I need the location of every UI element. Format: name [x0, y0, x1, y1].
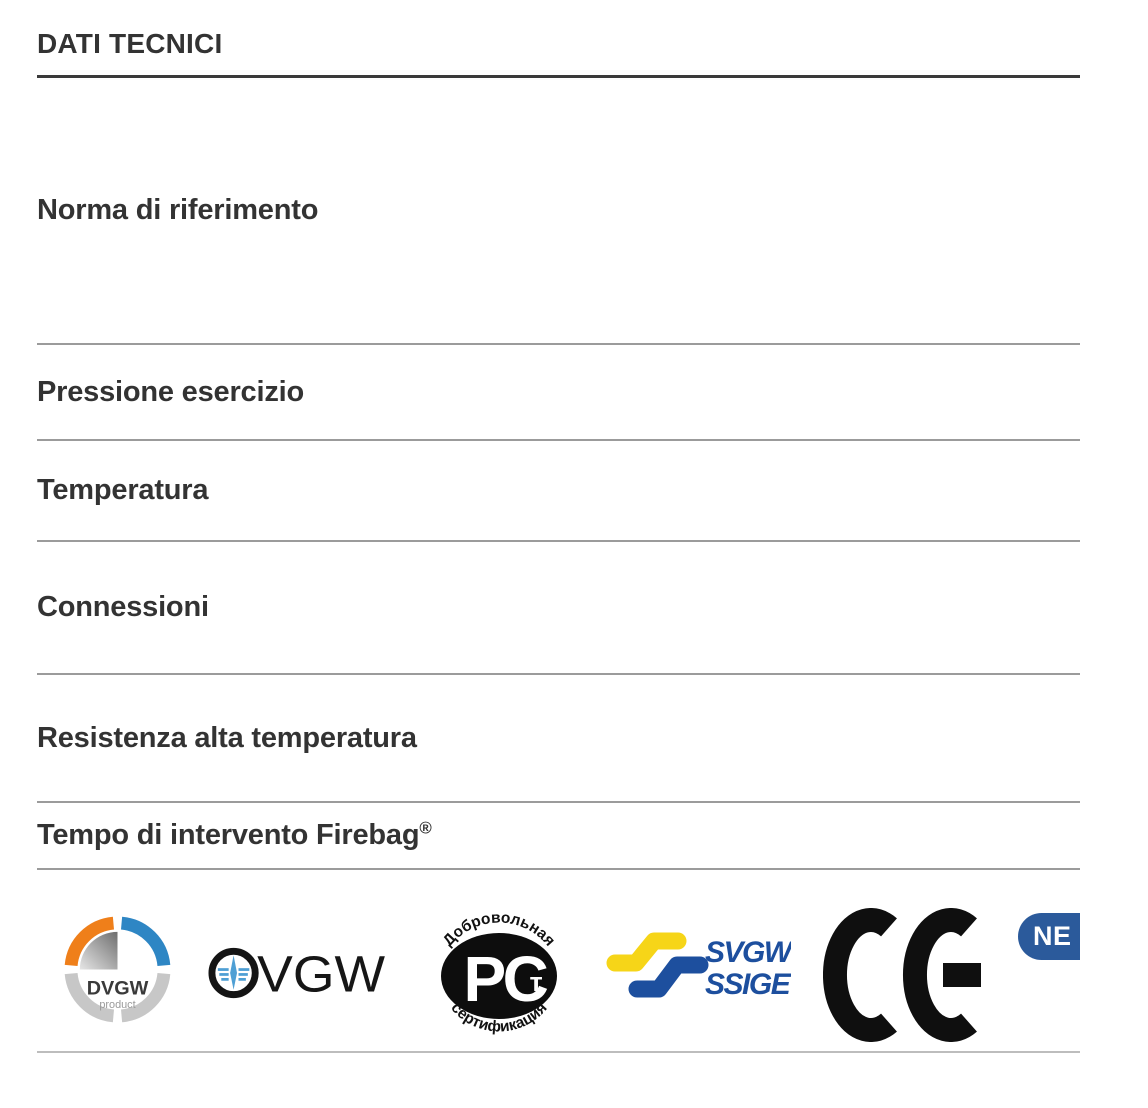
spec-row-connessioni: Connessioni [37, 542, 1080, 675]
technical-data-section: DATI TECNICI Norma di riferimento Pressi… [37, 0, 1080, 1053]
dvgw-product-logo-icon: DVGW product [64, 916, 171, 1023]
svg-text:РС: РС [464, 943, 548, 1015]
svgw-ssige-logo-icon: SVGW SSIGE [603, 929, 791, 1001]
registered-trademark-symbol: ® [419, 818, 432, 838]
spec-row-label: Norma di riferimento [37, 194, 319, 226]
page-title: DATI TECNICI [37, 28, 223, 59]
nemko-logo-text: NE [1033, 921, 1072, 951]
svg-text:VGW: VGW [257, 946, 386, 1002]
spec-row-label: Temperatura [37, 474, 209, 506]
spec-row-label: Pressione esercizio [37, 375, 305, 408]
spec-row-resistenza-alta-temperatura: Resistenza alta temperatura [37, 675, 1080, 803]
svg-text:SVGW SSIGE: SVGW SSIGE [705, 936, 791, 1001]
spec-row-label: Connessioni [37, 591, 209, 623]
section-header: DATI TECNICI [37, 0, 1080, 78]
spec-row-tempo-di-intervento: Tempo di intervento Firebag® [37, 803, 1080, 870]
svg-text:т: т [530, 967, 543, 997]
spec-row-pressione-esercizio: Pressione esercizio [37, 345, 1080, 441]
spec-row-label: Resistenza alta temperatura [37, 721, 417, 754]
ce-mark-icon [823, 908, 981, 1042]
nemko-logo-icon: NE [1018, 913, 1080, 960]
ovgw-logo-icon: VGW [208, 946, 386, 1002]
spec-row-norma-di-riferimento: Norma di riferimento [37, 78, 1080, 345]
spec-table: Norma di riferimento Pressione esercizio… [37, 78, 1080, 870]
spec-row-temperatura: Temperatura [37, 441, 1080, 542]
spec-row-label: Tempo di intervento Firebag® [37, 818, 432, 851]
svg-text:DVGW: DVGW [87, 977, 149, 999]
gost-certification-logo-icon: РС т Добровольная сертификация [440, 909, 558, 1035]
certification-logos: DVGW product VGW РС т Добровольная [37, 870, 1080, 1053]
svg-text:product: product [99, 999, 135, 1011]
